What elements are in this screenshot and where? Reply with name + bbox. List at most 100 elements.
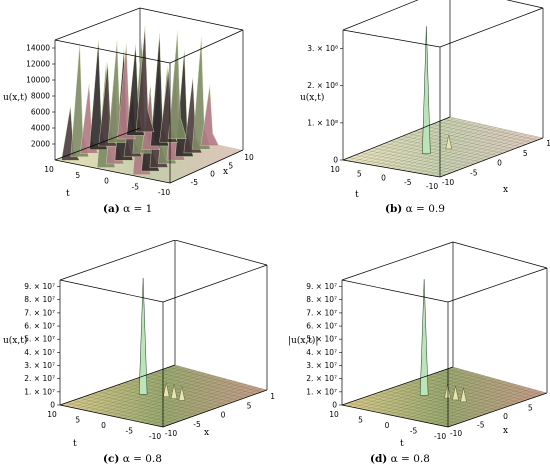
z-tick-label: 14000 [26, 44, 50, 53]
x-tick-label: 0 [221, 411, 226, 420]
z-tick-label: 3. × 10⁷ [306, 361, 337, 370]
caption-b: (b) α = 0.9 [385, 203, 445, 215]
t-tick-label: 5 [358, 416, 363, 425]
x-tick-label: -10 [165, 429, 177, 438]
box-edge-top-left [59, 240, 176, 281]
z-tick-label: 1. × 10⁸ [307, 118, 338, 127]
surface-spike [422, 26, 431, 155]
z-tick-label: 2. × 10⁸ [307, 81, 338, 90]
chart-a: u(x,t) t x 2000 4000 6000 8000 10000 12000 140… [3, 7, 254, 199]
grid-line [446, 368, 542, 396]
z-tick-label: 10000 [26, 76, 50, 85]
x-axis-label: x [204, 428, 209, 438]
x-axis-label: x [503, 185, 508, 195]
z-tick-label: 7. × 10⁷ [24, 308, 55, 317]
t-axis-label: t [355, 190, 359, 200]
grid-line [429, 135, 533, 176]
plot-area: 0 1. × 10⁷ 2. × 10⁷ 3. × 10⁷ 4. × 10⁷ 5. × 10… [306, 241, 548, 441]
x-tick-label: 10 [270, 392, 275, 401]
box-edge-bottom-right [169, 149, 244, 184]
box-edge-bottom-left [342, 116, 451, 161]
box-edge-top-right [447, 267, 548, 303]
t-axis-label: t [73, 439, 77, 449]
grid-line [452, 366, 548, 394]
surface-peak [460, 387, 467, 403]
t-tick-label: -5 [132, 182, 140, 191]
box-edge-top-back [174, 240, 268, 266]
t-tick-label: -10 [149, 432, 161, 441]
x-tick-label: 10 [546, 139, 550, 148]
z-tick-label: 5. × 10⁷ [306, 335, 337, 344]
grid-line [157, 388, 262, 426]
grid-line [168, 367, 262, 393]
z-tick-label: 7. × 10⁷ [306, 308, 337, 317]
box-edge-bottom-right [162, 389, 268, 428]
z-tick-label: 4. × 10⁷ [306, 348, 337, 357]
z-tick-label: 8. × 10⁷ [306, 295, 337, 304]
grid-line [434, 136, 538, 177]
surface-peak [178, 386, 186, 401]
x-axis-label: x [503, 426, 508, 436]
grid-line [444, 119, 538, 141]
x-axis-label: x [223, 167, 228, 177]
z-axis-label: u(x,t) [3, 92, 27, 103]
grid-line [174, 364, 268, 391]
caption-letter: (a) [103, 203, 120, 215]
z-tick-label: 0 [332, 401, 337, 410]
grid-line [436, 389, 537, 425]
t-tick-label: -5 [126, 427, 134, 436]
surface-ridge [168, 31, 187, 139]
box-edge-bottom-right [447, 392, 548, 428]
z-tick-label: 1. × 10⁷ [24, 387, 55, 396]
box-edge-top-front [341, 279, 449, 303]
z-tick-label: 6. × 10⁷ [24, 322, 55, 331]
z-tick-label: 2. × 10⁷ [24, 374, 55, 383]
grid-line [162, 369, 256, 395]
grid-line [151, 387, 257, 425]
surface-peak [445, 134, 452, 150]
z-tick-label: 2000 [31, 140, 50, 149]
x-tick-label: 0 [503, 412, 508, 421]
z-tick-label: 8. × 10⁷ [24, 295, 55, 304]
x-tick-label: -5 [477, 421, 485, 430]
t-tick-label: -5 [404, 178, 412, 187]
t-axis-label: t [66, 189, 70, 199]
grid-line [449, 116, 544, 139]
x-tick-label: 5 [523, 149, 528, 158]
chart-c: u(x,t) t x 0 1. × 10⁷ 2. × 10⁷ 3. × 10⁷ 4. ×… [3, 240, 275, 449]
caption-text: α = 0.8 [390, 453, 430, 465]
box-edge-bottom-left [54, 127, 141, 161]
box-edge-top-back [452, 241, 548, 269]
z-axis-label: |u(x,t)| [288, 335, 318, 346]
x-tick-label: 5 [528, 404, 533, 413]
z-tick-label: 3. × 10⁸ [307, 44, 338, 53]
box-edge-top-right [439, 7, 544, 48]
caption-letter: (d) [370, 453, 388, 465]
z-tick-label: 8000 [31, 92, 50, 101]
x-tick-label: 5 [247, 401, 252, 410]
x-tick-label: 0 [210, 170, 215, 179]
grid-line [438, 121, 532, 143]
caption-letter: (b) [385, 203, 403, 215]
x-tick-label: -10 [450, 429, 462, 438]
plot-area: 0 1. × 10⁷ 2. × 10⁷ 3. × 10⁷ 4. × 10⁷ 5. × 10… [24, 240, 275, 441]
caption-text: α = 0.8 [122, 453, 162, 465]
t-tick-label: 0 [385, 421, 390, 430]
box-edge-bottom-right [439, 137, 544, 178]
t-tick-label: 10 [44, 165, 54, 174]
x-tick-label: -5 [470, 168, 478, 177]
x-tick-label: -5 [191, 178, 199, 187]
t-axis-label: t [400, 439, 404, 449]
x-tick-label: 0 [497, 159, 502, 168]
x-tick-label: -10 [442, 178, 454, 187]
box-edge-bottom-front [59, 404, 164, 428]
z-tick-label: 9. × 10⁷ [306, 282, 337, 291]
plot-area: 0 1. × 10⁸ 2. × 10⁸ 3. × 10⁸ 10 5 0 -5 -10 -10 -5 0… [307, 0, 550, 191]
surface-floor [342, 367, 547, 427]
caption-d: (d) α = 0.8 [370, 453, 430, 465]
z-tick-label: 4000 [31, 124, 50, 133]
t-tick-label: 0 [104, 177, 109, 186]
t-tick-label: -10 [426, 182, 438, 191]
t-tick-label: -5 [410, 427, 418, 436]
